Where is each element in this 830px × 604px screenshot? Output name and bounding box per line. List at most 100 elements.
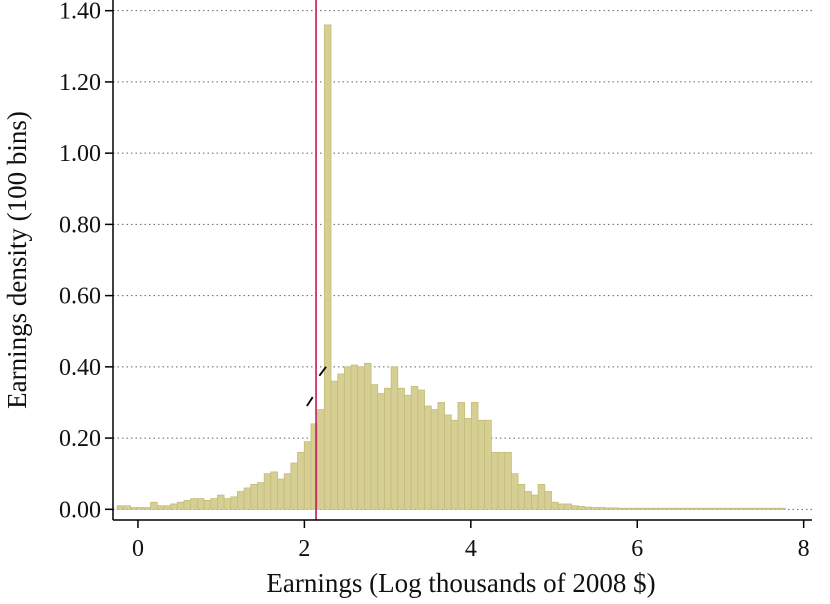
histogram-bar: [116, 505, 125, 510]
histogram-bar: [664, 507, 673, 510]
histogram-bar: [317, 409, 325, 510]
histogram-bar: [704, 507, 713, 510]
histogram-bar: [617, 507, 626, 510]
y-tick-label: 0.00: [59, 497, 101, 523]
histogram-bar: [203, 500, 212, 510]
x-tick-label: 2: [298, 536, 310, 562]
histogram-bar: [150, 501, 158, 510]
histogram-bar: [711, 507, 719, 510]
histogram-bar: [531, 494, 539, 510]
histogram-bar: [263, 473, 272, 510]
histogram-bar: [283, 473, 292, 510]
histogram-bar: [497, 451, 506, 510]
y-tick-label: 1.20: [59, 70, 101, 96]
histogram-bar: [678, 507, 686, 510]
histogram-bar: [404, 394, 412, 510]
x-axis-title: Earnings (Log thousands of 2008 $): [266, 568, 655, 598]
histogram-bar: [484, 419, 492, 510]
histogram-bar: [397, 387, 405, 510]
tick-labels: 0.00 0.20 0.40 0.60 0.80 1.00 1.20 1.40 0 2 4 6 8: [59, 0, 810, 562]
histogram-bar: [457, 402, 466, 510]
y-tick-label: 0.20: [59, 426, 101, 452]
histogram-bar: [123, 505, 131, 510]
histogram-bar: [764, 507, 773, 510]
histogram-bar: [778, 507, 786, 510]
histogram-bar: [357, 366, 365, 510]
x-tick-label: 4: [465, 536, 477, 562]
histogram-bar: [698, 507, 706, 510]
histogram-bar: [524, 491, 532, 510]
y-tick-label: 1.40: [59, 0, 101, 25]
histogram-bar: [490, 451, 499, 510]
histogram-bar: [544, 491, 552, 510]
y-tick-label: 0.40: [59, 355, 101, 381]
histogram-bar: [170, 503, 178, 510]
histogram-bars: [116, 24, 786, 510]
histogram-bar: [724, 507, 733, 510]
histogram-bar: [303, 441, 312, 510]
histogram-bar: [744, 507, 753, 510]
histogram-bar: [343, 366, 352, 510]
histogram-bar: [738, 507, 746, 510]
histogram-bar: [624, 507, 633, 510]
histogram-bar: [190, 498, 198, 510]
histogram-bar: [363, 362, 372, 510]
histogram-bar: [511, 473, 519, 510]
histogram-bar: [751, 507, 760, 510]
histogram-bar: [390, 366, 399, 510]
histogram-bar: [758, 507, 766, 510]
histogram-bar: [517, 483, 526, 510]
histogram-bar: [337, 373, 345, 510]
histogram-bar: [470, 402, 479, 510]
histogram-bar: [731, 507, 739, 510]
y-axis-title: Earnings density (100 bins): [2, 111, 32, 409]
histogram-bar: [417, 389, 425, 510]
histogram-bar: [571, 505, 579, 510]
histogram-bar: [143, 507, 151, 510]
histogram-bar: [130, 507, 138, 510]
histogram-bar: [183, 500, 192, 510]
histogram-bar: [136, 507, 145, 510]
x-tick-label: 8: [798, 536, 810, 562]
histogram-bar: [537, 483, 546, 510]
axes: [105, 0, 812, 528]
histogram-bar: [330, 380, 339, 510]
histogram-bar: [250, 483, 258, 510]
histogram-bar: [370, 384, 379, 510]
histogram-bar: [210, 498, 218, 510]
histogram-bar: [384, 387, 392, 510]
histogram-bar: [377, 393, 385, 510]
histogram-bar: [290, 462, 298, 510]
histogram-bar: [597, 507, 606, 510]
histogram-bar: [223, 498, 232, 510]
histogram-bar: [591, 507, 599, 510]
histogram-bar: [257, 482, 265, 510]
x-tick-label: 6: [631, 536, 643, 562]
histogram-bar: [444, 414, 452, 510]
histogram-bar: [604, 507, 613, 510]
histogram-bar: [551, 501, 559, 510]
histogram-bar: [450, 419, 459, 510]
histogram-bar: [671, 507, 679, 510]
histogram-bar: [611, 507, 619, 510]
histogram-bar: [564, 503, 572, 510]
histogram-bar: [651, 507, 659, 510]
histogram-bar: [424, 405, 432, 510]
histogram-bar: [631, 507, 639, 510]
y-tick-label: 1.00: [59, 141, 101, 167]
histogram-bar: [176, 501, 185, 510]
histogram-bar: [477, 419, 486, 510]
histogram-bar: [557, 503, 566, 510]
histogram-bar: [216, 494, 225, 510]
histogram-bar: [637, 507, 646, 510]
fit-line-0: [306, 396, 314, 407]
histogram-bar: [430, 409, 439, 510]
histogram-bar: [437, 402, 445, 510]
histogram-bar: [658, 507, 666, 510]
histogram-bar: [504, 451, 512, 510]
histogram-bar: [577, 506, 586, 510]
fit-lines: [306, 366, 327, 407]
histogram-bar: [350, 364, 359, 510]
histogram-bar: [464, 418, 472, 510]
